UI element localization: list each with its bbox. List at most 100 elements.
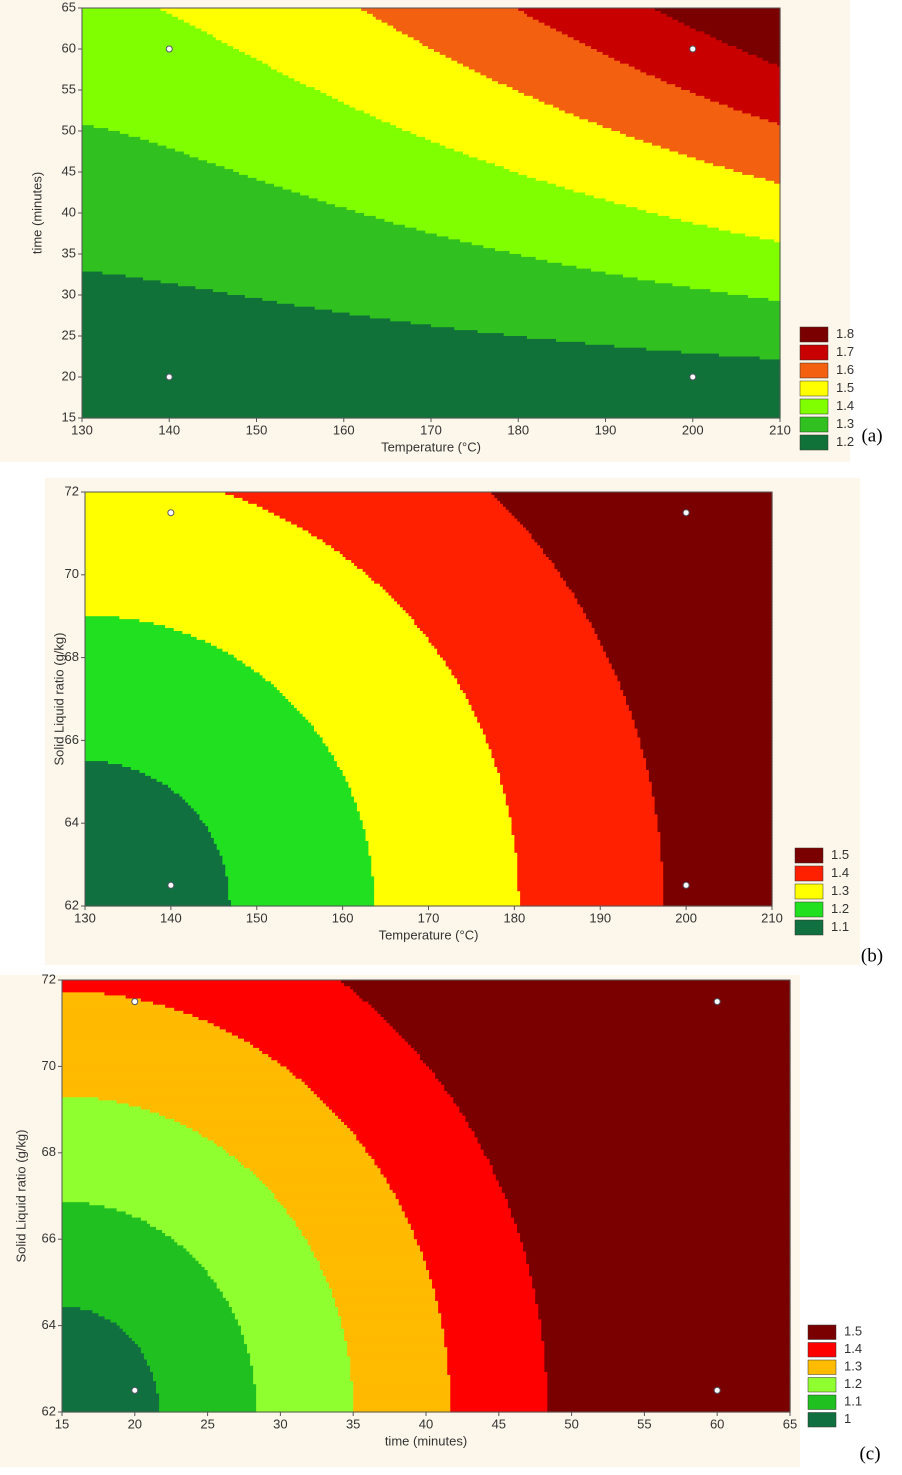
contour-band — [85, 755, 335, 759]
contour-band — [529, 1266, 791, 1271]
contour-band — [256, 503, 504, 508]
contour-band — [85, 817, 201, 821]
contour-band — [237, 1322, 342, 1327]
contour-band — [125, 1211, 288, 1216]
contour-band — [488, 746, 641, 750]
contour-band — [85, 897, 229, 901]
x-axis-label: Temperature (°C) — [379, 927, 479, 942]
contour-band — [541, 1319, 791, 1324]
x-tick-label: 60 — [710, 1416, 724, 1431]
contour-band — [432, 1282, 533, 1287]
contour-band — [82, 131, 121, 135]
contour-band — [517, 876, 664, 880]
y-tick-label: 45 — [62, 163, 76, 178]
contour-band — [509, 251, 781, 255]
contour-band — [228, 897, 375, 901]
contour-band — [234, 1313, 339, 1317]
contour-band — [710, 98, 781, 103]
contour-band — [82, 78, 295, 82]
contour-band — [85, 837, 215, 842]
contour-band — [444, 1088, 791, 1092]
contour-band — [85, 793, 181, 798]
contour-band — [201, 28, 397, 33]
contour-band — [250, 54, 447, 59]
contour-band — [541, 1322, 791, 1327]
contour-band — [82, 280, 162, 284]
contour-band — [494, 163, 714, 167]
contour-band — [85, 524, 298, 529]
contour-band — [225, 870, 372, 875]
contour-band — [225, 1029, 397, 1034]
contour-band — [331, 1109, 460, 1114]
contour-band — [174, 1118, 342, 1123]
contour-band — [62, 1304, 230, 1308]
contour-band — [547, 1402, 791, 1407]
contour-band — [146, 1220, 297, 1225]
contour-band — [311, 533, 533, 537]
contour-band — [82, 248, 496, 252]
contour-band — [523, 1242, 791, 1246]
contour-band — [85, 885, 229, 889]
contour-band — [82, 283, 179, 287]
x-tick-label: 200 — [675, 910, 697, 925]
contour-band — [213, 837, 367, 842]
contour-band — [225, 867, 372, 872]
contour-band — [85, 731, 318, 736]
contour-band — [82, 312, 351, 317]
contour-band — [82, 163, 217, 167]
contour-band — [295, 1075, 436, 1080]
design-point — [713, 998, 721, 1006]
design-point — [689, 373, 697, 381]
contour-band — [535, 1294, 791, 1299]
contour-band — [82, 87, 316, 91]
contour-band — [82, 295, 246, 299]
contour-band — [143, 1353, 251, 1358]
contour-band — [634, 725, 773, 730]
contour-band — [600, 642, 773, 647]
contour-band — [350, 1368, 448, 1373]
contour-band — [335, 1300, 439, 1305]
contour-band — [228, 885, 375, 889]
contour-band — [444, 1328, 542, 1333]
contour-band — [85, 560, 352, 564]
contour-band — [302, 527, 527, 532]
contour-band — [447, 1347, 545, 1351]
contour-band — [244, 295, 749, 299]
contour-band — [485, 734, 639, 739]
contour-band — [742, 172, 781, 176]
contour-band — [82, 66, 272, 71]
contour-band — [85, 855, 223, 860]
contour-band — [85, 598, 395, 603]
contour-band — [508, 805, 656, 810]
contour-band — [344, 1334, 445, 1339]
contour-band — [435, 1297, 536, 1302]
contour-band — [62, 1328, 124, 1333]
contour-band — [517, 852, 661, 857]
contour-band — [82, 110, 365, 115]
contour-band — [692, 221, 781, 226]
contour-band — [62, 1217, 142, 1222]
contour-band — [196, 636, 430, 641]
contour-band — [199, 814, 361, 818]
contour-band — [614, 672, 773, 676]
legend-label: 1.2 — [831, 901, 849, 916]
contour-band — [438, 1307, 539, 1311]
contour-band — [268, 1186, 391, 1191]
design-point — [167, 509, 175, 517]
contour-band — [459, 1106, 791, 1111]
contour-band — [350, 1365, 448, 1370]
contour-band — [447, 1359, 545, 1364]
contour-band — [531, 533, 773, 537]
contour-band — [62, 1285, 218, 1290]
contour-band — [225, 873, 372, 878]
contour-band — [85, 787, 172, 792]
contour-band — [374, 580, 567, 585]
contour-band — [85, 781, 163, 786]
contour-band — [62, 989, 354, 993]
contour-band — [85, 725, 315, 730]
contour-band — [85, 651, 229, 656]
contour-band — [82, 215, 377, 220]
contour-band — [207, 31, 403, 35]
contour-band — [517, 1223, 791, 1228]
contour-band — [119, 131, 412, 135]
